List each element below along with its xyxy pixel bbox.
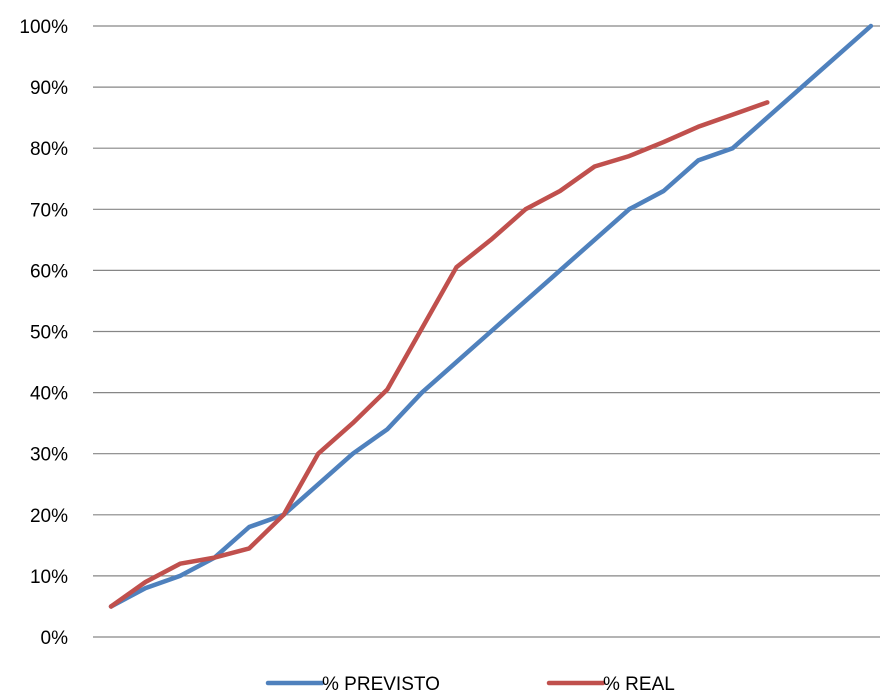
y-tick-label: 70% [30, 200, 68, 221]
gridlines [93, 25, 880, 638]
y-tick-label: 10% [30, 567, 68, 588]
series-group [108, 100, 770, 609]
series-lines [108, 23, 874, 609]
legend-item: % REAL [546, 674, 675, 691]
y-tick-label: 30% [30, 445, 68, 466]
legend-label: % REAL [603, 674, 675, 691]
y-tick-label: 40% [30, 384, 68, 405]
y-tick-label: 0% [41, 628, 69, 649]
y-axis-tick-labels: 0% 10% 20% 30% 40% 50% 60% 70% 80% 90% 100% [19, 17, 68, 649]
legend-label: % PREVISTO [322, 674, 440, 691]
legend: % PREVISTO % REAL [265, 674, 675, 691]
y-tick-label: 20% [30, 506, 68, 527]
series-line [108, 23, 874, 609]
series-line [108, 100, 770, 609]
y-tick-label: 90% [30, 78, 68, 99]
y-tick-label: 50% [30, 323, 68, 344]
y-tick-label: 80% [30, 139, 68, 160]
y-tick-label: 100% [19, 17, 68, 38]
legend-item: % PREVISTO [265, 674, 440, 691]
series-group [108, 23, 874, 609]
y-tick-label: 60% [30, 261, 68, 282]
